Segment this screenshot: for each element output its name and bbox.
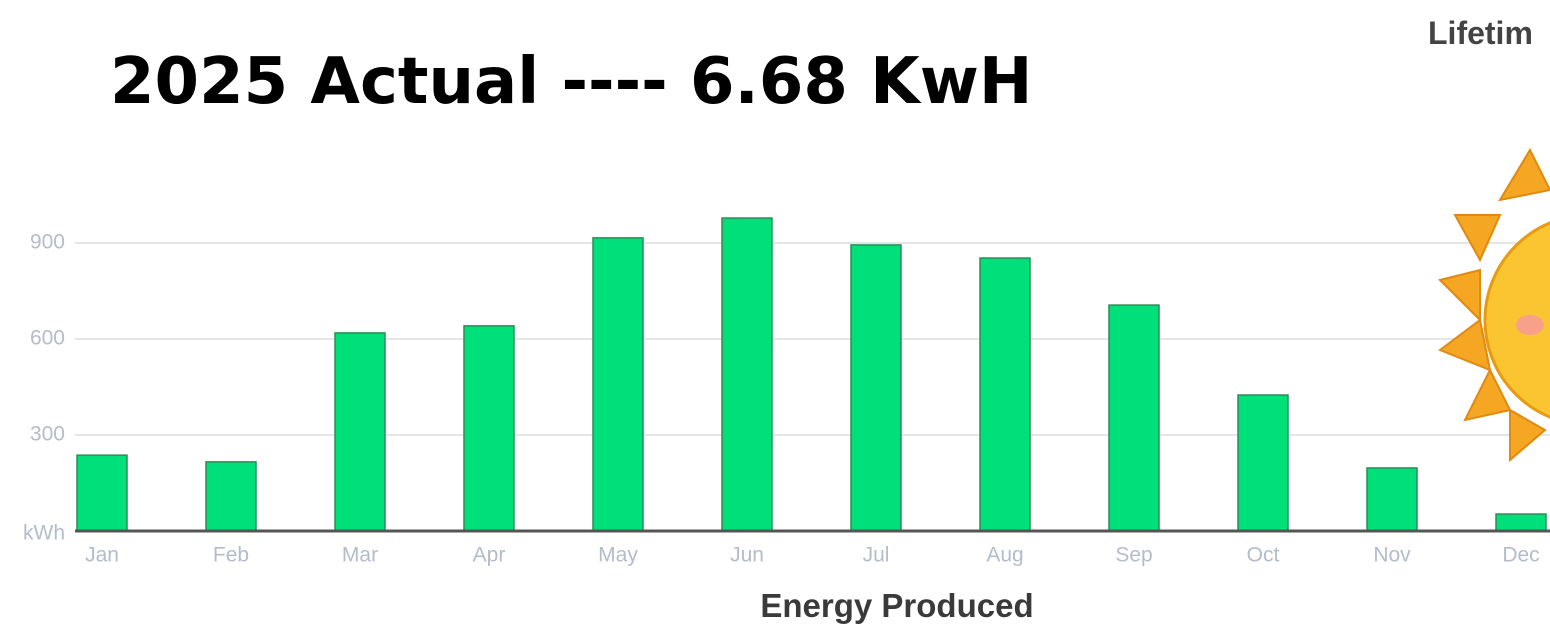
chart-title: 2025 Actual ---- 6.68 KwH <box>110 45 1032 119</box>
x-tick-label: Dec <box>1502 544 1539 567</box>
bar <box>77 455 127 531</box>
x-tick-label: Apr <box>473 544 506 567</box>
x-tick-label: Aug <box>986 544 1023 567</box>
x-tick-label: Mar <box>342 544 378 567</box>
bar <box>335 333 385 531</box>
bar <box>1496 514 1546 531</box>
sun-icon <box>1440 150 1550 460</box>
x-axis-title: Energy Produced <box>760 587 1033 624</box>
x-tick-label: Nov <box>1373 544 1411 567</box>
bar <box>1109 305 1159 531</box>
bar <box>1367 468 1417 531</box>
bar <box>206 462 256 531</box>
x-tick-label: Jun <box>730 544 764 567</box>
x-tick-label: Jan <box>85 544 119 567</box>
x-tick-label: Jul <box>863 544 890 567</box>
bar <box>980 258 1030 531</box>
y-tick-label: 600 <box>30 327 65 350</box>
chart: 2025 Actual ---- 6.68 KwH Lifetim Energy… <box>0 0 1550 638</box>
bar <box>851 245 901 531</box>
x-tick-label: Feb <box>213 544 249 567</box>
x-tick-label: Sep <box>1115 544 1152 567</box>
x-tick-label: Oct <box>1247 544 1280 567</box>
page: 2025 Actual ---- 6.68 KwH Lifetim Energy… <box>0 0 1550 638</box>
bar <box>722 218 772 531</box>
x-tick-label: May <box>598 544 638 567</box>
y-tick-label: kWh <box>23 522 65 545</box>
lifetime-label: Lifetim <box>1428 15 1533 51</box>
y-tick-label: 900 <box>30 231 65 254</box>
y-tick-label: 300 <box>30 423 65 446</box>
bar <box>464 326 514 531</box>
bar <box>1238 395 1288 531</box>
bar <box>593 238 643 531</box>
